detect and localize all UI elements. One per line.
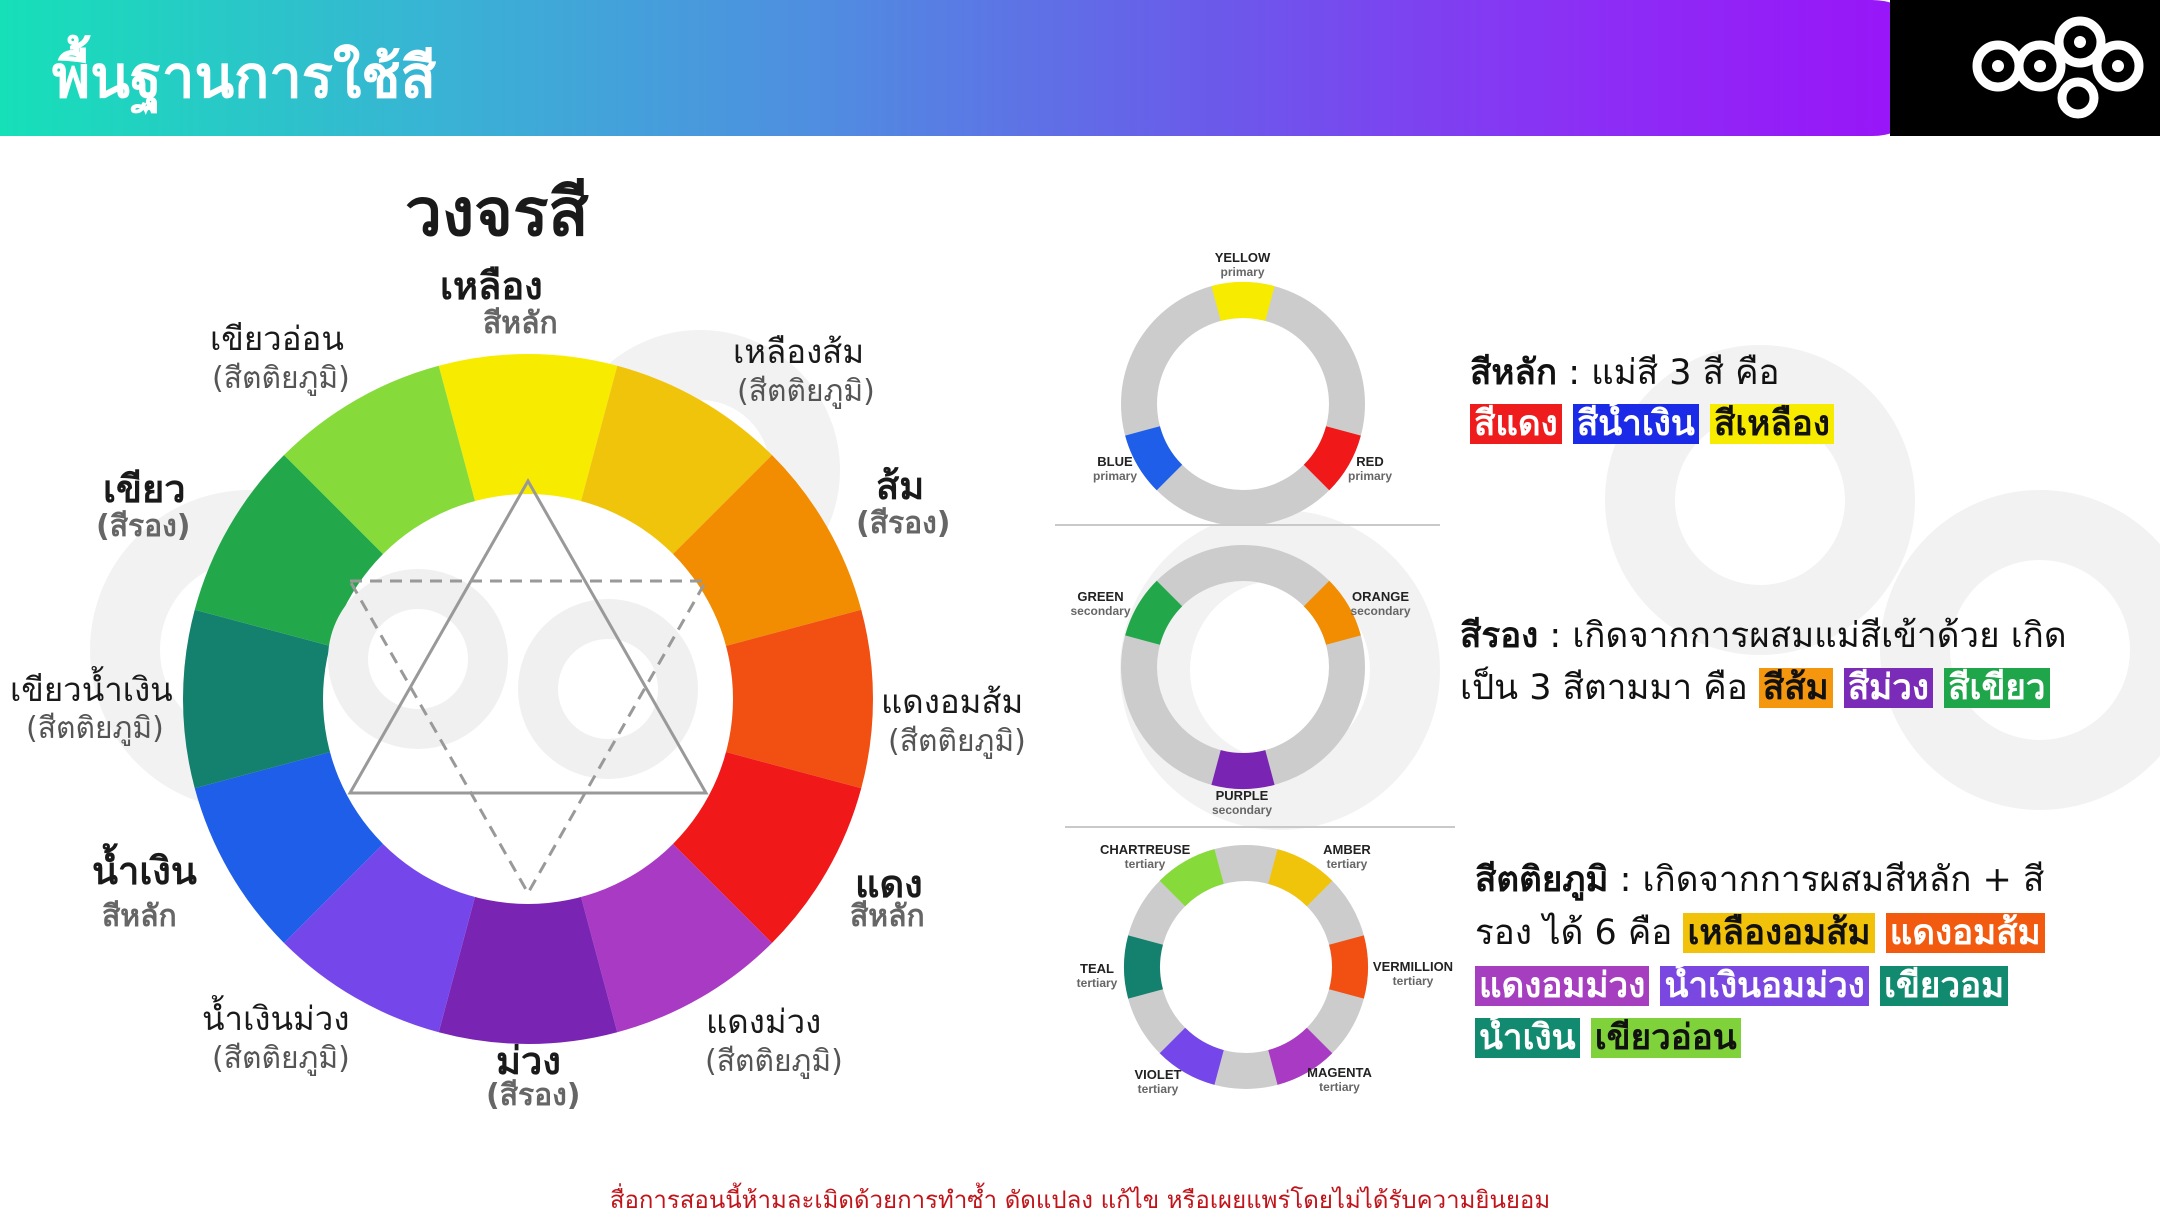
mini-arc-orange bbox=[1317, 593, 1344, 640]
label-blue-green-sub: (สีตติยภูมิ) bbox=[26, 705, 164, 752]
tag-red-orange: แดงอมส้ม bbox=[1886, 913, 2045, 953]
secondary-mini-wheel bbox=[1119, 543, 1367, 791]
page-title: พื้นฐานการใช้สี bbox=[52, 30, 436, 123]
label-purple-sub: (สีรอง) bbox=[486, 1072, 581, 1119]
tag-red-purple: แดงอมม่วง bbox=[1475, 966, 1649, 1006]
tag-blue-purple: น้ำเงินอมม่วง bbox=[1660, 966, 1868, 1006]
tertiary-desc-line3: แดงอมม่วง น้ำเงินอมม่วง เขียวอม bbox=[1475, 958, 2008, 1013]
mini-arc-magenta bbox=[1273, 1041, 1320, 1068]
tertiary-desc-line4: น้ำเงิน เขียวอ่อน bbox=[1475, 1010, 1741, 1065]
secondary-desc-line1: สีรอง : เกิดจากการผสมแม่สีเข้าด้วย เกิด bbox=[1460, 608, 2067, 663]
tag-blue-green: เขียวอม bbox=[1880, 966, 2008, 1006]
tertiary-mini-wheel bbox=[1122, 843, 1370, 1091]
caption-red: RED primary bbox=[1340, 455, 1400, 483]
caption-chartreuse: CHARTREUSE tertiary bbox=[1100, 843, 1190, 871]
tag-green: สีเขียว bbox=[1944, 668, 2049, 708]
tertiary-term: สีตติยภูมิ bbox=[1475, 860, 1608, 900]
caption-teal: TEAL tertiary bbox=[1072, 962, 1122, 990]
tag-yellow: สีเหลือง bbox=[1710, 404, 1834, 444]
separator-1 bbox=[1055, 524, 1440, 526]
label-red-orange-sub: (สีตติยภูมิ) bbox=[888, 718, 1026, 765]
copyright-notice: สื่อการสอนนี้ห้ามละเมิดด้วยการทำซ้ำ ดัดแ… bbox=[0, 1180, 2160, 1219]
label-yellow-orange-sub: (สีตติยภูมิ) bbox=[737, 368, 875, 415]
caption-purple: PURPLE secondary bbox=[1206, 789, 1278, 817]
caption-violet: VIOLET tertiary bbox=[1128, 1068, 1188, 1096]
mini-arc-purple bbox=[1216, 767, 1270, 771]
tertiary-text-1: : เกิดจากการผสมสีหลัก + สี bbox=[1620, 860, 2045, 900]
mini-arc-yellow bbox=[1216, 300, 1270, 304]
label-green-sub: (สีรอง) bbox=[96, 503, 191, 550]
caption-magenta: MAGENTA tertiary bbox=[1302, 1066, 1377, 1094]
mini-arc-teal bbox=[1142, 940, 1146, 994]
tag-blue: สีน้ำเงิน bbox=[1573, 404, 1699, 444]
mini-arc-vermillion bbox=[1346, 940, 1350, 994]
tag-orange: สีส้ม bbox=[1759, 668, 1833, 708]
caption-green: GREEN secondary bbox=[1068, 590, 1133, 618]
primary-tags: สีแดง สีน้ำเงิน สีเหลือง bbox=[1470, 396, 1834, 451]
primary-desc-line: สีหลัก : แม่สี 3 สี คือ bbox=[1470, 345, 1780, 400]
dlaijai-logo-icon bbox=[1968, 12, 2148, 124]
label-orange-sub: (สีรอง) bbox=[856, 500, 951, 547]
secondary-term: สีรอง bbox=[1460, 616, 1538, 656]
main-color-wheel bbox=[178, 349, 878, 1049]
mini-arc-green bbox=[1143, 593, 1170, 640]
tag-yellow-orange: เหลืองอมส้ม bbox=[1683, 913, 1874, 953]
tag-purple: สีม่วง bbox=[1844, 668, 1933, 708]
mini-arc-violet bbox=[1172, 1041, 1219, 1068]
label-red-purple-sub: (สีตติยภูมิ) bbox=[705, 1038, 843, 1085]
caption-blue: BLUE primary bbox=[1085, 455, 1145, 483]
caption-orange: ORANGE secondary bbox=[1348, 590, 1413, 618]
label-red-sub: สีหลัก bbox=[850, 893, 925, 940]
primary-mini-wheel bbox=[1119, 280, 1367, 528]
secondary-text-2: เป็น 3 สีตามมา คือ bbox=[1460, 668, 1748, 708]
mini-arc-blue bbox=[1143, 431, 1170, 478]
tertiary-desc-line2: รอง ได้ 6 คือ เหลืองอมส้ม แดงอมส้ม bbox=[1475, 905, 2045, 960]
caption-vermillion: VERMILLION tertiary bbox=[1368, 960, 1458, 988]
tertiary-desc-line1: สีตติยภูมิ : เกิดจากการผสมสีหลัก + สี bbox=[1475, 852, 2044, 907]
separator-2 bbox=[1065, 826, 1455, 828]
caption-yellow: YELLOW primary bbox=[1205, 251, 1280, 279]
label-blue: น้ำเงิน bbox=[92, 840, 197, 901]
tag-blue-green-2: น้ำเงิน bbox=[1475, 1018, 1580, 1058]
secondary-text-1: : เกิดจากการผสมแม่สีเข้าด้วย เกิด bbox=[1549, 616, 2066, 656]
wheel-title: วงจรสี bbox=[405, 160, 589, 265]
primary-text: : แม่สี 3 สี คือ bbox=[1568, 353, 1779, 393]
secondary-desc-line2: เป็น 3 สีตามมา คือ สีส้ม สีม่วง สีเขียว bbox=[1460, 660, 2050, 715]
tag-yellow-green: เขียวอ่อน bbox=[1591, 1018, 1741, 1058]
label-blue-sub: สีหลัก bbox=[102, 893, 177, 940]
tertiary-text-2: รอง ได้ 6 คือ bbox=[1475, 913, 1672, 953]
primary-term: สีหลัก bbox=[1470, 353, 1557, 393]
label-blue-purple-sub: (สีตติยภูมิ) bbox=[212, 1035, 350, 1082]
label-yellow-sub: สีหลัก bbox=[483, 300, 558, 347]
tag-red: สีแดง bbox=[1470, 404, 1562, 444]
label-yellow-green-sub: (สีตติยภูมิ) bbox=[212, 355, 350, 402]
caption-amber: AMBER tertiary bbox=[1312, 843, 1382, 871]
